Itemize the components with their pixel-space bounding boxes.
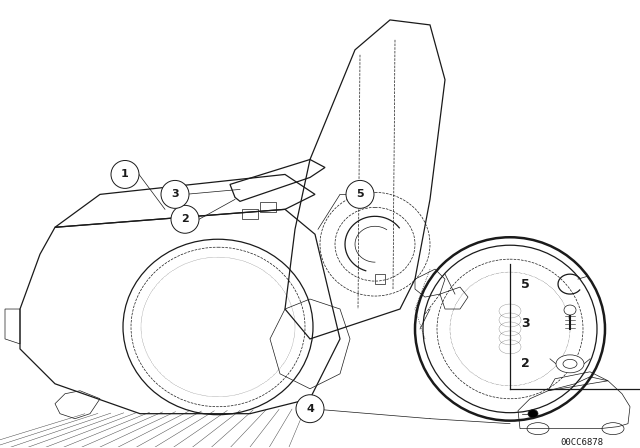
- Ellipse shape: [296, 395, 324, 422]
- Ellipse shape: [161, 181, 189, 208]
- Text: 00CC6878: 00CC6878: [561, 438, 604, 447]
- Text: 1: 1: [121, 169, 129, 180]
- Ellipse shape: [528, 410, 538, 418]
- Ellipse shape: [346, 181, 374, 208]
- Text: 2: 2: [520, 358, 529, 370]
- Text: 3: 3: [171, 190, 179, 199]
- Ellipse shape: [564, 305, 576, 315]
- Text: 3: 3: [521, 318, 529, 331]
- Text: 2: 2: [181, 214, 189, 224]
- Text: 5: 5: [356, 190, 364, 199]
- Ellipse shape: [556, 355, 584, 373]
- Text: 4: 4: [306, 404, 314, 414]
- Text: 5: 5: [520, 278, 529, 291]
- Ellipse shape: [171, 205, 199, 233]
- Ellipse shape: [111, 160, 139, 189]
